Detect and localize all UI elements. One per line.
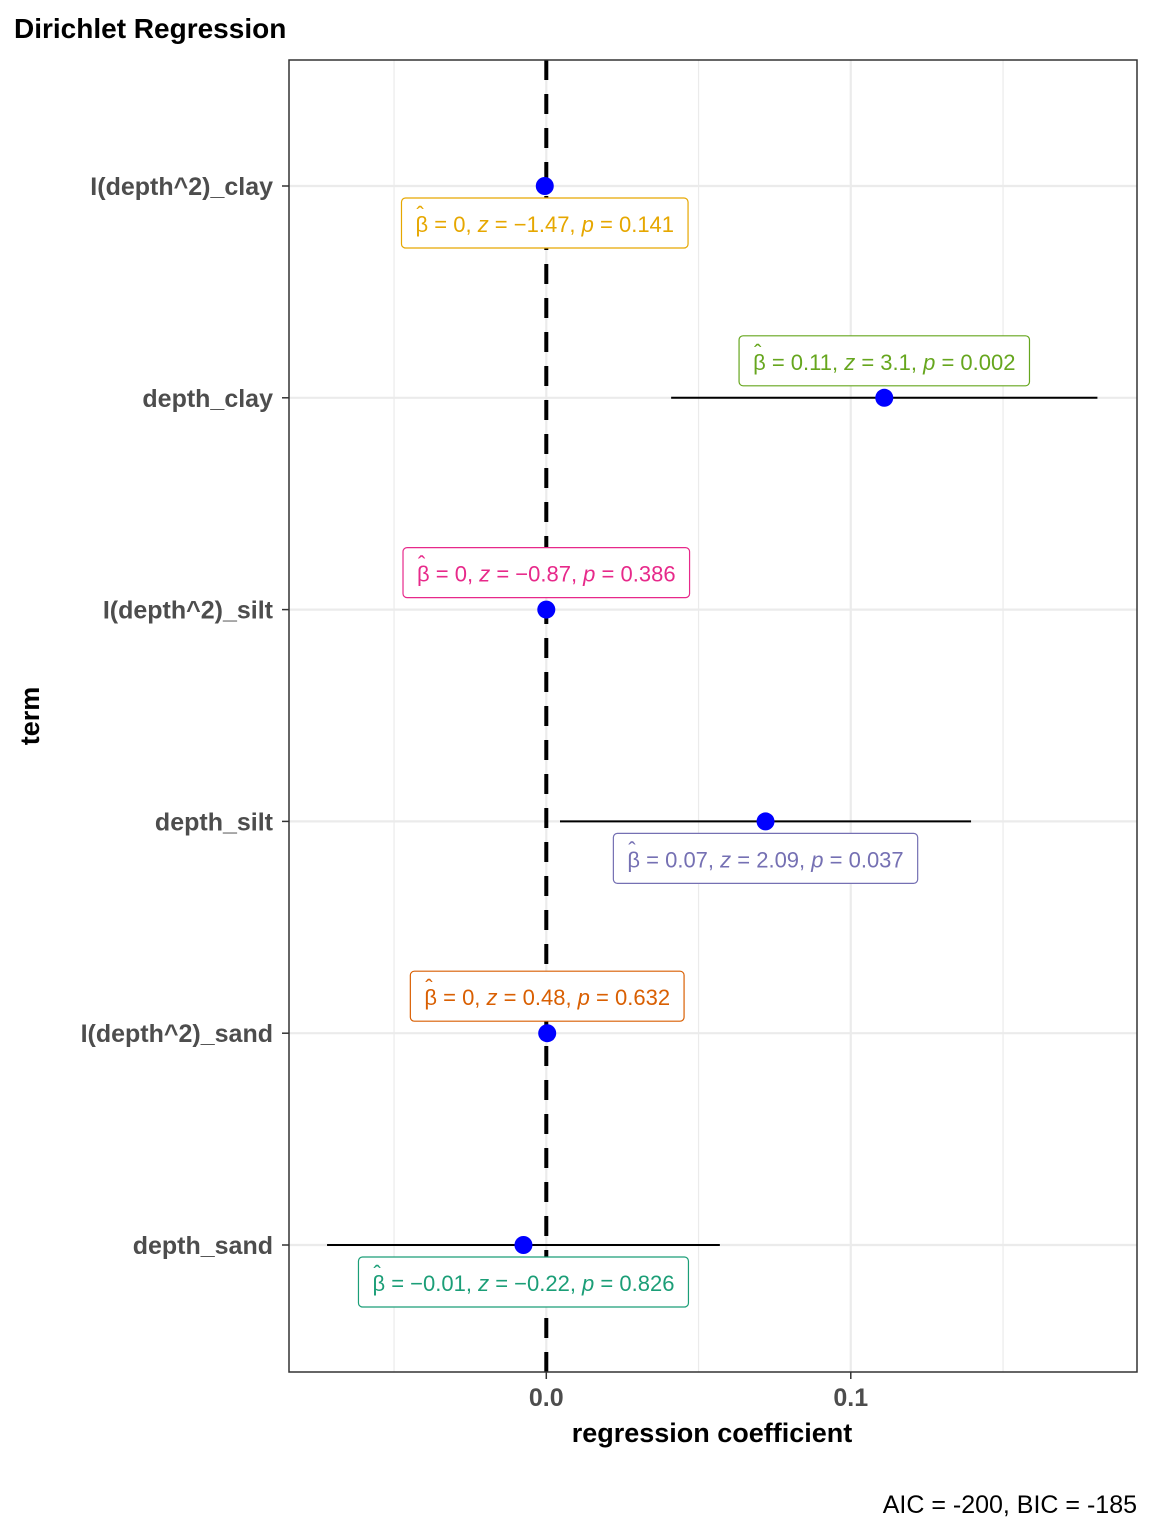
chart-title: Dirichlet Regression	[14, 13, 286, 44]
annotation-box	[402, 546, 691, 599]
estimate-point	[538, 1024, 557, 1043]
beta-hat-mark: ˆ	[416, 202, 424, 227]
estimate-point	[756, 812, 775, 831]
beta-hat-mark: ˆ	[628, 837, 636, 862]
x-axis-title: regression coefficient	[572, 1418, 853, 1448]
annotation-text: β = 0, z = −1.47, p = 0.141	[415, 212, 674, 237]
annotation-box	[738, 335, 1031, 387]
y-tick-label: depth_clay	[142, 385, 273, 413]
y-tick-label: depth_sand	[133, 1232, 273, 1260]
annotation-box	[400, 197, 689, 249]
annotation-text: β = 0, z = 0.48, p = 0.632	[424, 985, 670, 1010]
plot-panel: 0.0 0.1 I(depth^2)_clay depth_clay I(depth^2…	[81, 59, 1138, 1412]
annotation-text: β = 0, z = −0.87, p = 0.386	[417, 562, 676, 587]
estimate-point	[514, 1236, 533, 1254]
y-tick-label: I(depth^2)_silt	[103, 597, 274, 625]
estimate-point	[537, 600, 556, 619]
annotation-text: β = −0.01, z = −0.22, p = 0.826	[372, 1271, 674, 1296]
chart-caption: AIC = -200, BIC = -185	[883, 1491, 1137, 1519]
annotation-text: β = 0.11, z = 3.1, p = 0.002	[753, 350, 1015, 375]
annotation-text: β = 0.07, z = 2.09, p = 0.037	[627, 847, 903, 872]
estimate-point	[535, 177, 554, 195]
beta-hat-mark: ˆ	[425, 975, 433, 1000]
beta-hat-mark: ˆ	[373, 1261, 381, 1286]
beta-hat-mark: ˆ	[754, 340, 762, 365]
y-tick-label: I(depth^2)_sand	[81, 1020, 273, 1048]
beta-hat-mark: ˆ	[418, 552, 426, 577]
annotation-box	[409, 970, 685, 1022]
x-tick-label: 0.0	[529, 1384, 564, 1412]
panel-background	[289, 60, 1137, 1372]
y-tick-label: depth_silt	[155, 808, 274, 836]
annotation-box	[357, 1256, 690, 1308]
estimate-point	[875, 388, 894, 407]
y-tick-label: I(depth^2)_clay	[90, 173, 273, 201]
y-axis-title: term	[15, 687, 45, 746]
x-tick-label: 0.1	[833, 1384, 868, 1412]
annotation-box	[612, 832, 919, 885]
panel-border	[288, 59, 1138, 1373]
